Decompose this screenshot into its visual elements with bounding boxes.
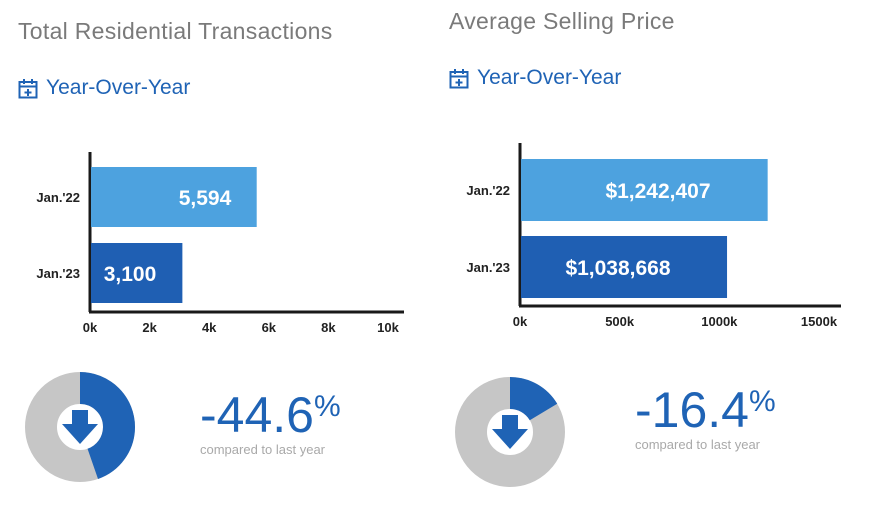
change-donut xyxy=(455,377,565,487)
x-tick-label: 2k xyxy=(142,320,157,335)
x-tick-label: 6k xyxy=(262,320,277,335)
change-percent: -44.6% xyxy=(200,390,341,440)
category-label: Jan.'22 xyxy=(36,190,80,205)
data-label: 5,594 xyxy=(179,187,232,210)
arrow-down-icon xyxy=(62,410,98,444)
data-label: $1,242,407 xyxy=(605,180,710,203)
x-tick-label: 10k xyxy=(377,320,399,335)
x-tick-label: 4k xyxy=(202,320,217,335)
percent-symbol: % xyxy=(313,390,341,423)
change-caption: compared to last year xyxy=(635,437,761,452)
price-panel: Average Selling Price Year-Over-Year Jan… xyxy=(430,0,869,510)
period-text: Year-Over-Year xyxy=(46,76,191,99)
period-text: Year-Over-Year xyxy=(477,66,622,89)
panel-title: Total Residential Transactions xyxy=(18,18,333,44)
calendar-plus-icon xyxy=(449,68,469,88)
change-value: -16.4 xyxy=(635,382,749,438)
price-bar-chart: Jan.'22 $1,242,407 Jan.'23 $1,038,668 0k 500k… xyxy=(466,143,841,329)
x-tick-label: 0k xyxy=(513,314,528,329)
bar xyxy=(521,159,768,221)
x-tick-label: 1500k xyxy=(801,314,838,329)
change-value: -44.6 xyxy=(200,387,314,443)
percent-symbol: % xyxy=(748,385,776,418)
donut-fill xyxy=(25,372,135,482)
bar xyxy=(521,236,728,298)
x-tick-label: 8k xyxy=(321,320,336,335)
data-label: 3,100 xyxy=(104,263,157,286)
change-caption: compared to last year xyxy=(200,442,326,457)
arrow-down-icon xyxy=(492,415,528,449)
change-donut xyxy=(25,372,135,482)
category-label: Jan.'23 xyxy=(466,260,510,275)
donut-fill xyxy=(455,377,565,487)
transactions-bar-chart: Jan.'22 5,594 Jan.'23 3,100 0k 2k 4k 6k 8k 10k xyxy=(36,152,404,335)
x-tick-label: 500k xyxy=(605,314,635,329)
category-label: Jan.'23 xyxy=(36,266,80,281)
transactions-panel: Total Residential Transactions Year-Over… xyxy=(0,0,430,510)
x-tick-label: 0k xyxy=(83,320,98,335)
bar xyxy=(91,167,257,227)
data-label: $1,038,668 xyxy=(565,257,670,280)
change-percent: -16.4% xyxy=(635,385,776,435)
period-label: Year-Over-Year xyxy=(449,66,621,90)
category-label: Jan.'22 xyxy=(466,183,510,198)
x-tick-label: 1000k xyxy=(701,314,738,329)
bar xyxy=(91,243,183,303)
panel-title: Average Selling Price xyxy=(449,8,675,34)
calendar-plus-icon xyxy=(18,78,38,98)
period-label: Year-Over-Year xyxy=(18,76,190,100)
